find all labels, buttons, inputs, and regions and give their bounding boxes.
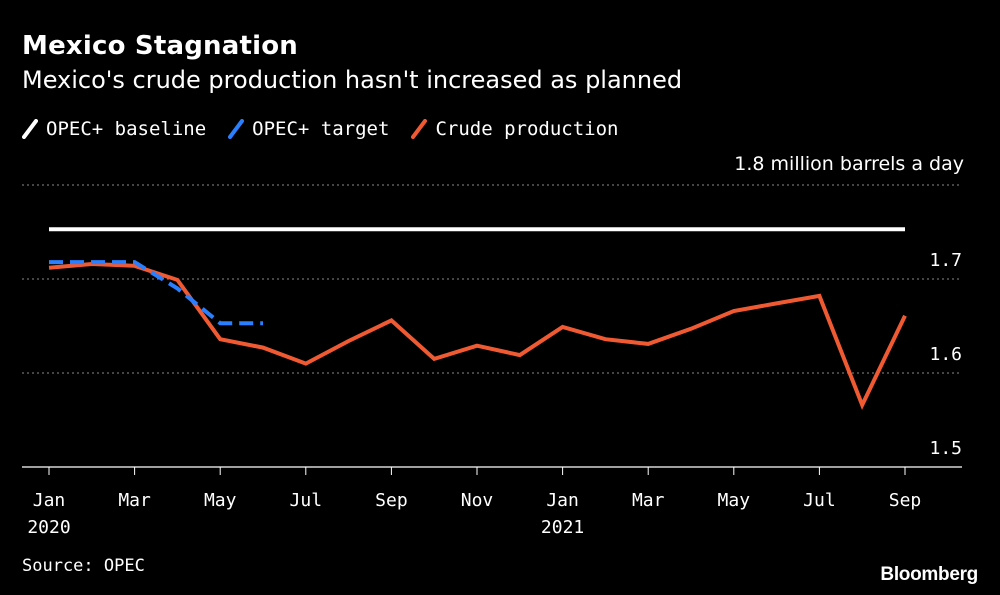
x-tick-label: Jul bbox=[803, 490, 836, 511]
chart-subtitle: Mexico's crude production hasn't increas… bbox=[22, 66, 683, 94]
y-tick-label: 1.6 bbox=[929, 344, 962, 365]
source-note: Source: OPEC bbox=[22, 556, 145, 576]
legend-label-target: OPEC+ target bbox=[252, 118, 390, 140]
x-tick-label: Jan bbox=[33, 490, 66, 511]
x-tick-label: May bbox=[204, 490, 237, 511]
legend-item-target: OPEC+ target bbox=[228, 118, 389, 140]
y-tick-label: 1.5 bbox=[929, 438, 962, 459]
legend-item-production: Crude production bbox=[411, 118, 618, 140]
y-tick-label: 1.7 bbox=[929, 250, 962, 271]
legend-label-production: Crude production bbox=[435, 118, 619, 140]
x-tick-label: May bbox=[718, 490, 751, 511]
x-tick-label: Jul bbox=[290, 490, 323, 511]
series-lines bbox=[48, 227, 907, 411]
x-tick-label: Sep bbox=[375, 490, 408, 511]
slash-line-icon bbox=[411, 119, 428, 139]
x-year-label: 2021 bbox=[541, 517, 584, 538]
chart-title: Mexico Stagnation bbox=[22, 31, 298, 61]
series-line-opec-target bbox=[49, 260, 263, 326]
slash-line-icon bbox=[228, 119, 245, 139]
x-year-label: 2020 bbox=[27, 517, 70, 538]
axes: 1.7 1.6 1.5 Jan 2020 Mar May Jul Sep Nov Jan 2021 Ma… bbox=[22, 250, 962, 538]
x-tick-label: Mar bbox=[118, 490, 151, 511]
x-tick-label: Jan bbox=[546, 490, 579, 511]
slash-line-icon bbox=[22, 119, 38, 139]
legend-label-baseline: OPEC+ baseline bbox=[46, 118, 207, 140]
bloomberg-logo: Bloomberg bbox=[880, 564, 978, 585]
legend-item-baseline: OPEC+ baseline bbox=[22, 118, 206, 140]
legend: OPEC+ baseline OPEC+ target Crude produc… bbox=[22, 116, 640, 142]
y-unit-label: 1.8 million barrels a day bbox=[734, 153, 964, 175]
x-tick-label: Sep bbox=[889, 490, 922, 511]
x-tick-label: Nov bbox=[461, 490, 494, 511]
series-line-crude-production bbox=[48, 261, 907, 411]
x-tick-label: Mar bbox=[632, 490, 665, 511]
